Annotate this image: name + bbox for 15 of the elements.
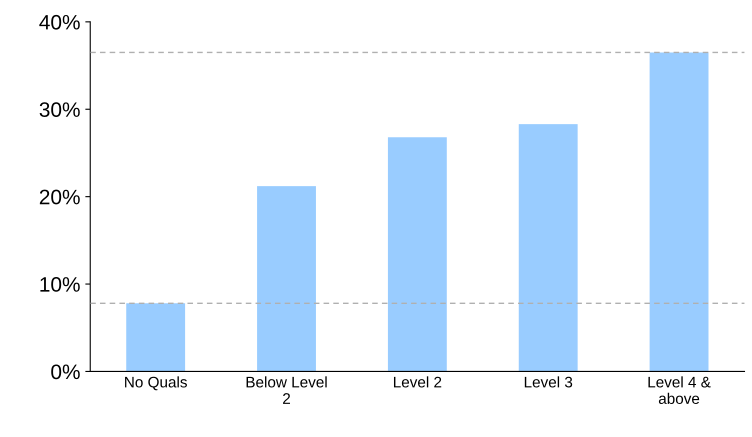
y-tick-label: 30% <box>40 102 80 118</box>
y-tick-label: 40% <box>39 14 80 30</box>
y-tick-label: 10% <box>40 277 80 292</box>
x-tick-label: Level 4 & above <box>648 376 711 404</box>
x-tick-label: No Quals <box>125 376 187 390</box>
x-tick-label: Level 2 <box>394 376 442 388</box>
bar <box>388 137 447 372</box>
bar <box>650 52 708 372</box>
bar <box>126 303 186 372</box>
y-tick-label: 0% <box>51 364 80 380</box>
bar <box>257 186 316 372</box>
x-tick-label: Level 3 <box>524 376 572 388</box>
y-tick-label: 20% <box>40 190 80 204</box>
x-tick-label: Below Level 2 <box>246 376 327 404</box>
bar <box>518 124 578 372</box>
